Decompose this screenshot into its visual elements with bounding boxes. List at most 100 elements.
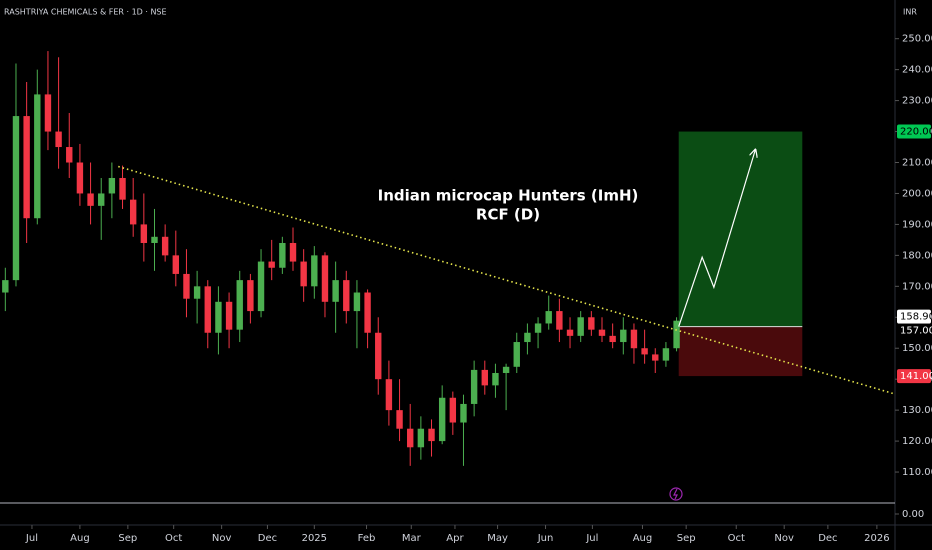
candle-body	[215, 301, 222, 333]
candle-body	[2, 280, 9, 293]
x-tick-label: Jun	[537, 533, 554, 544]
y-tick-label: 250.00	[902, 34, 932, 45]
candle-body	[502, 366, 510, 373]
candle-body	[662, 348, 670, 361]
candle-body	[151, 236, 158, 243]
candle-body	[183, 273, 190, 299]
x-tick-label: Sep	[118, 533, 137, 544]
y-tick-label: 210.00	[902, 158, 932, 169]
candle-body	[247, 280, 254, 312]
event-icon[interactable]	[669, 487, 683, 501]
candle-body	[12, 116, 20, 281]
candle-body	[588, 317, 595, 330]
plot-layer	[2, 51, 896, 466]
profit-zone	[678, 131, 803, 327]
candle-body	[44, 94, 52, 132]
candle-body	[492, 372, 499, 386]
x-tick-label: Sep	[677, 533, 696, 544]
candle-body	[98, 193, 105, 206]
candle-body	[460, 403, 467, 423]
x-tick-label: Aug	[633, 533, 653, 544]
stop-label-bg	[897, 369, 931, 384]
entry-label-bg	[897, 323, 931, 338]
y-tick-label: 180.00	[902, 250, 932, 261]
y-tick-label: 110.00	[902, 467, 932, 478]
candle-body	[566, 329, 574, 336]
candle-body	[343, 280, 350, 312]
candle-body	[481, 369, 488, 386]
y-tick-label: 0.00	[902, 509, 924, 520]
candle-body	[545, 311, 552, 324]
last-price-label-bg	[897, 309, 931, 324]
candle-body	[161, 236, 169, 256]
x-tick-label: Jul	[585, 533, 598, 544]
x-tick-label: Oct	[165, 533, 182, 544]
candle-body	[641, 348, 648, 355]
loss-zone	[678, 326, 803, 377]
annotation-line: Indian microcap Hunters (ImH)	[378, 187, 639, 205]
candle-body	[385, 379, 393, 411]
candle-body	[129, 199, 137, 225]
y-tick-label: 230.00	[902, 96, 932, 107]
target-label-bg	[897, 124, 931, 139]
candle-body	[300, 261, 307, 287]
candle-body	[513, 342, 520, 367]
candle-body	[556, 311, 563, 330]
candle-body	[353, 292, 361, 312]
candle-body	[609, 335, 616, 343]
candle-body	[449, 397, 457, 423]
candle-body	[673, 320, 680, 349]
candle-body	[204, 286, 211, 333]
x-tick-label: 2025	[302, 533, 327, 544]
candle-body	[598, 329, 606, 336]
candle-body	[193, 286, 201, 299]
y-tick-label: 120.00	[902, 436, 932, 447]
candle-body	[311, 255, 318, 287]
x-tick-label: Apr	[446, 533, 464, 544]
candle-body	[524, 332, 531, 343]
candle-body	[66, 147, 73, 163]
candle-body	[119, 177, 126, 200]
projection-path	[678, 150, 756, 327]
candle-body	[332, 280, 339, 302]
x-tick-label: Dec	[258, 533, 277, 544]
candle-body	[470, 369, 478, 404]
candle-body	[23, 116, 30, 219]
candle-body	[438, 397, 446, 442]
y-tick-label: 170.00	[902, 281, 932, 292]
candle-body	[268, 261, 275, 268]
last-price-label: 158.90	[900, 312, 932, 323]
candle-body	[257, 261, 265, 312]
x-tick-label: Nov	[212, 533, 232, 544]
x-tick-label: Dec	[818, 533, 837, 544]
x-tick-label: Nov	[774, 533, 794, 544]
candle-body	[279, 242, 286, 268]
x-tick-label: Aug	[70, 533, 90, 544]
stop-label: 141.00	[900, 371, 932, 382]
candle-body	[76, 162, 84, 194]
y-tick-label: 130.00	[902, 405, 932, 416]
candle-body	[630, 329, 638, 349]
candle-body	[34, 94, 41, 219]
entry-label: 157.00	[900, 326, 932, 337]
candle-body	[236, 280, 243, 330]
candle-body	[140, 224, 148, 243]
y-tick-label: 200.00	[902, 188, 932, 199]
x-tick-label: May	[487, 533, 508, 544]
candle-body	[172, 255, 179, 274]
x-tick-label: 2026	[864, 533, 889, 544]
annotation-line: RCF (D)	[476, 206, 540, 224]
target-label: 220.00	[900, 127, 932, 138]
candle-body	[321, 255, 329, 302]
candle-body	[375, 332, 382, 380]
candle-body	[577, 317, 584, 336]
candle-body	[55, 131, 62, 148]
x-tick-label: Feb	[358, 533, 376, 544]
candle-body	[417, 428, 425, 448]
symbol-header: RASHTRIYA CHEMICALS & FER · 1D · NSE	[4, 8, 167, 17]
candle-body	[652, 354, 659, 361]
candle-body	[407, 428, 414, 448]
x-tick-label: Oct	[728, 533, 745, 544]
y-tick-label: 150.00	[902, 343, 932, 354]
